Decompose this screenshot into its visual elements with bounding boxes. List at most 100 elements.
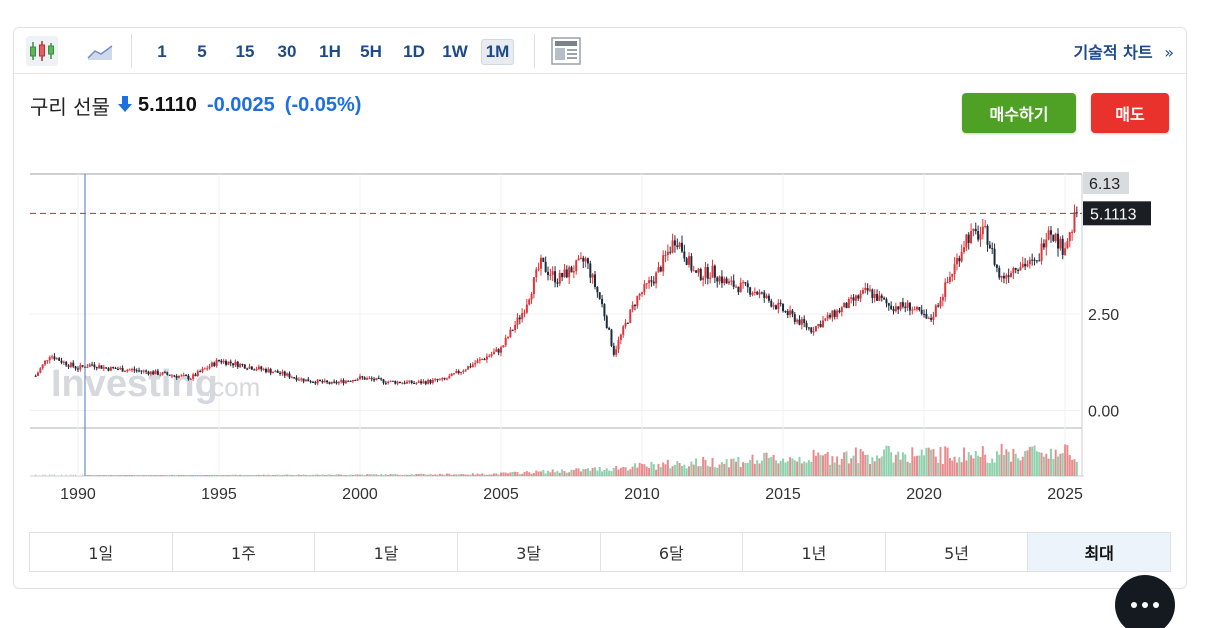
- volume-bar: [457, 474, 460, 476]
- volume-bar: [302, 474, 305, 476]
- range-1d[interactable]: 1일: [30, 533, 173, 571]
- candle-body: [208, 366, 211, 369]
- volume-bar: [452, 474, 455, 476]
- candle-body: [1007, 275, 1010, 277]
- candle-body: [507, 337, 510, 339]
- layout-icon[interactable]: [550, 36, 582, 66]
- volume-bar: [641, 463, 644, 476]
- y-tick-label: 0.00: [1088, 404, 1119, 421]
- candle-body: [514, 324, 517, 331]
- volume-bar: [589, 470, 592, 476]
- candle-body: [927, 317, 930, 319]
- volume-bar: [798, 456, 801, 476]
- volume-bar: [474, 474, 477, 476]
- candle-body: [74, 366, 77, 369]
- period-1[interactable]: 1: [157, 42, 167, 61]
- volume-bar: [396, 474, 399, 476]
- candle-body: [163, 372, 166, 374]
- volume-bar: [75, 474, 77, 476]
- volume-bar: [537, 471, 540, 476]
- period-1m[interactable]: 1M: [481, 39, 514, 65]
- range-max[interactable]: 최대: [1028, 533, 1170, 571]
- period-5h[interactable]: 5H: [360, 42, 382, 61]
- x-tick-label: 2005: [483, 486, 519, 503]
- candle-body: [333, 381, 336, 383]
- volume-bar: [638, 462, 641, 476]
- range-5y[interactable]: 5년: [886, 533, 1029, 571]
- candle-body: [695, 270, 698, 273]
- candle-body: [612, 345, 615, 355]
- candle-body: [840, 307, 843, 313]
- volume-bar: [297, 474, 300, 476]
- volume-bar: [723, 463, 726, 476]
- period-1d[interactable]: 1D: [403, 42, 425, 61]
- volume-bar: [1021, 456, 1024, 476]
- buy-button[interactable]: 매수하기: [962, 93, 1076, 133]
- candle-body: [1019, 267, 1022, 271]
- candle-body: [984, 226, 987, 228]
- candle-body: [1052, 234, 1055, 241]
- candle-body: [953, 264, 956, 275]
- candle-body: [511, 329, 514, 331]
- candle-body: [455, 371, 458, 374]
- volume-bar: [579, 471, 582, 476]
- technical-chart-link[interactable]: 기술적 차트 »: [1073, 39, 1174, 63]
- period-30[interactable]: 30: [277, 42, 297, 61]
- volume-bar: [885, 445, 888, 476]
- volume-bar: [626, 470, 629, 476]
- volume-bar: [283, 474, 286, 476]
- volume-bar: [1010, 461, 1013, 476]
- volume-bar: [572, 470, 575, 476]
- range-1y[interactable]: 1년: [743, 533, 886, 571]
- period-1h[interactable]: 1H: [319, 42, 341, 61]
- range-1w[interactable]: 1주: [173, 533, 316, 571]
- volume-bar: [1024, 451, 1027, 476]
- volume-bar: [149, 475, 152, 476]
- volume-bar: [264, 475, 267, 476]
- candle-body: [579, 257, 582, 259]
- volume-bar: [450, 474, 453, 476]
- more-options-button[interactable]: [1115, 575, 1175, 628]
- double-chevron-right-icon: »: [1164, 43, 1174, 62]
- sell-button[interactable]: 매도: [1091, 93, 1169, 133]
- candle-body: [159, 374, 162, 376]
- candle-body: [878, 295, 881, 301]
- volume-bar: [544, 473, 547, 476]
- candlestick-icon[interactable]: [26, 36, 58, 66]
- volume-bar: [845, 451, 848, 476]
- candle-body: [109, 366, 112, 371]
- range-1m[interactable]: 1달: [315, 533, 458, 571]
- range-3m[interactable]: 3달: [458, 533, 601, 571]
- candle-body: [44, 360, 47, 365]
- volume-bar: [725, 459, 728, 476]
- price-chart[interactable]: Investing .com 0.00 2.50 6.13 5.1113 1990 199…: [27, 158, 1177, 510]
- volume-bar: [187, 475, 190, 476]
- volume-bar: [420, 473, 423, 476]
- candle-body: [643, 283, 646, 293]
- area-chart-icon[interactable]: [84, 36, 116, 66]
- candle-body: [356, 379, 359, 381]
- range-6m[interactable]: 6달: [601, 533, 744, 571]
- candle-body: [582, 257, 585, 262]
- volume-bar: [746, 462, 749, 476]
- candle-body: [1054, 233, 1057, 241]
- volume-bar: [1052, 458, 1055, 476]
- period-5[interactable]: 5: [197, 42, 207, 61]
- candle-body: [586, 258, 589, 264]
- instrument-name: 구리 선물: [30, 95, 110, 119]
- volume-bar: [690, 461, 693, 476]
- volume-bar: [539, 471, 542, 476]
- volume-bar: [810, 461, 813, 476]
- candle-body: [991, 248, 994, 250]
- volume-bar: [152, 475, 155, 476]
- volume-bar: [330, 474, 333, 476]
- candle-body: [434, 379, 437, 381]
- x-tick-label: 2025: [1047, 486, 1083, 503]
- period-1w[interactable]: 1W: [442, 42, 468, 61]
- period-15[interactable]: 15: [235, 42, 255, 61]
- volume-bar: [758, 463, 761, 476]
- candle-body: [509, 329, 512, 338]
- volume-bar: [765, 452, 768, 476]
- candle-body: [537, 268, 540, 270]
- volume-bar: [793, 460, 796, 476]
